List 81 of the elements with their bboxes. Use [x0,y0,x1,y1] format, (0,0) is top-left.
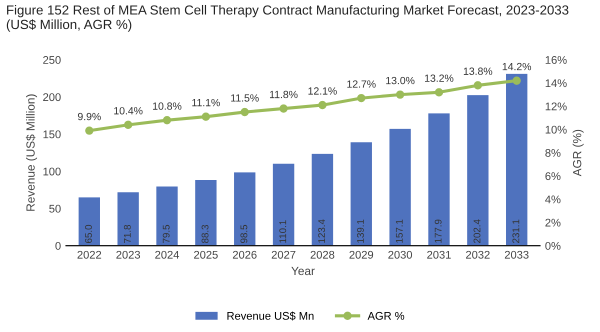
y-tick-label: 200 [43,93,61,102]
y-tick-label: 100 [43,168,61,176]
x-tick-label: 2027 [272,250,296,259]
y2-tick-label: 4% [545,196,561,204]
bar [312,154,334,246]
x-tick-label: 2032 [466,250,490,259]
x-axis-title: Year [291,266,315,276]
data-label: 13.8% [464,68,492,75]
data-label: 123.4 [318,219,326,243]
x-tick-label: 2023 [116,250,140,259]
legend-label: AGR % [368,312,404,320]
y2-axis-title: AGR (%) [572,130,584,176]
x-tick-label: 2025 [194,250,218,259]
point [124,120,132,129]
y-tick-label: 150 [43,130,61,138]
bar [195,180,217,246]
point [474,81,482,90]
bar [428,113,450,246]
y-axis-title: Revenue (US$ Million) [26,94,38,211]
y2-tick-label: 8% [545,148,561,157]
y2-tick-label: 6% [545,172,561,180]
data-label: 10.8% [153,102,182,110]
y2-tick-label: 10% [546,126,567,134]
point [434,88,444,96]
data-label: 98.5 [240,224,248,243]
bar [156,186,178,246]
x-tick-label: 2030 [388,250,412,259]
point [512,76,521,85]
bar [234,172,256,246]
x-tick-label: 2024 [155,250,180,259]
bar [350,142,372,246]
data-label: 88.3 [202,224,208,244]
data-label: 9.9% [78,112,101,120]
data-label: 12.7% [347,80,376,88]
y-tick-label: 0 [55,242,61,250]
x-tick-label: 2029 [349,250,374,259]
point [85,126,94,135]
x-tick-label: 2028 [310,250,334,259]
bar [506,74,528,246]
data-label: 177.9 [434,220,442,243]
point [318,100,327,110]
y2-tick-label: 2% [545,218,561,227]
point [279,104,288,113]
bar [389,128,411,246]
x-tick-label: 2033 [504,250,529,259]
data-label: 11.8% [270,90,298,98]
y2-tick-label: 0% [545,242,561,250]
chart-title: Figure 152 Rest of MEA Stem Cell Therapy Contract Manufacturing Market Forecast, 2023-2033 (US$ Million, AGR %) [6,4,568,32]
x-tick-label: 2022 [78,250,102,259]
data-label: 13.0% [386,76,415,84]
y2-tick-label: 14% [546,79,567,88]
data-label: 71.8 [124,224,131,243]
data-label: 202.4 [474,219,480,243]
data-label: 12.1% [308,87,337,95]
data-label: 11.1% [192,98,220,106]
bar [272,164,294,246]
data-label: 11.5% [231,94,259,102]
data-label: 110.1 [279,220,286,243]
data-label: 10.4% [114,107,143,114]
data-label: 79.5 [162,224,170,243]
data-label: 157.1 [396,220,403,243]
point [396,90,404,99]
point [240,108,249,116]
x-tick-label: 2026 [232,250,257,259]
data-label: 231.1 [512,220,520,243]
y2-tick-label: 16% [546,56,567,64]
data-label: 139.1 [357,220,364,243]
point [357,94,366,102]
data-label: 13.2% [425,74,454,82]
y2-tick-label: 12% [546,102,567,110]
legend-label: Revenue US$ Mn [227,311,314,320]
data-label: 14.2% [502,62,532,70]
data-label: 65.0 [85,224,92,243]
y-tick-label: 50 [49,204,61,213]
y-tick-label: 250 [43,56,61,64]
bar [117,192,139,246]
x-tick-label: 2031 [427,250,451,259]
bar [467,95,489,246]
point [162,116,172,124]
point [202,112,210,121]
bar [78,197,100,246]
